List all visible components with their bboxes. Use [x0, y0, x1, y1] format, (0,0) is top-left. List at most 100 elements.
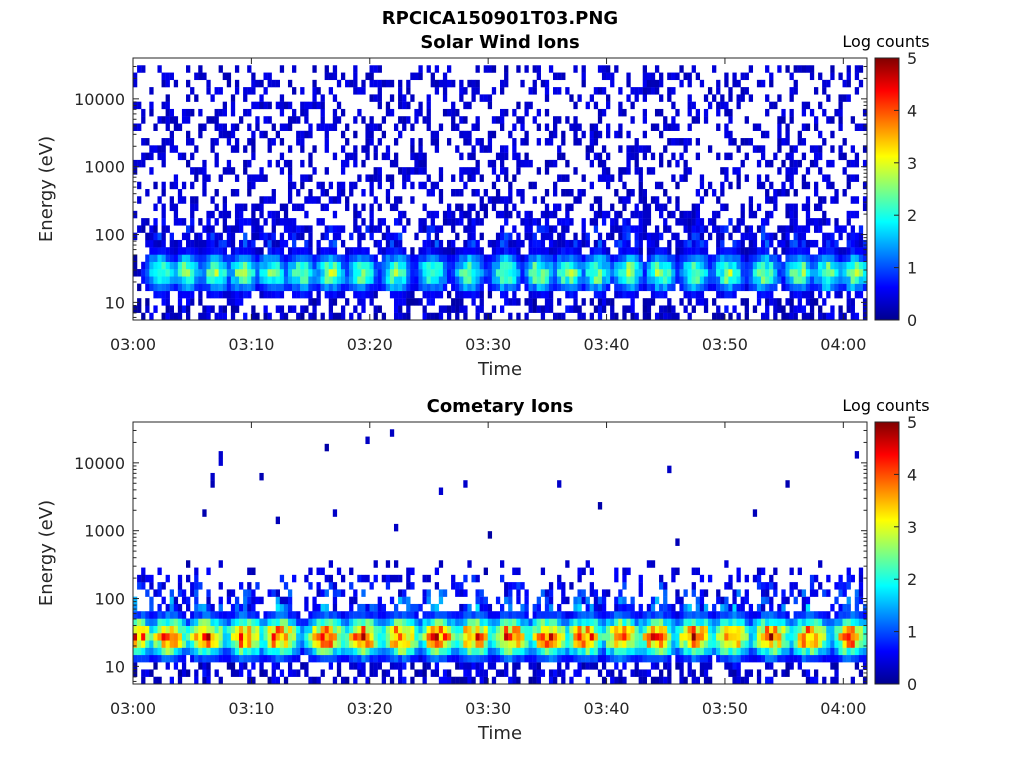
heatmap-cell — [308, 290, 313, 299]
heatmap-cell — [475, 210, 480, 219]
heatmap-cell — [748, 94, 754, 102]
heatmap-cell — [393, 654, 399, 663]
heatmap-cell — [548, 582, 554, 590]
heatmap-cell — [695, 254, 701, 262]
heatmap-cell — [316, 633, 321, 641]
heatmap-cell — [377, 305, 382, 313]
heatmap-cell — [455, 108, 460, 117]
heatmap-cell — [275, 79, 280, 88]
heatmap-cell — [165, 654, 170, 663]
heatmap-cell — [467, 79, 472, 88]
heatmap-cell — [520, 116, 525, 124]
heatmap-cell — [198, 72, 203, 81]
heatmap-cell — [459, 152, 464, 161]
heatmap-cell — [255, 174, 260, 182]
heatmap-cell — [353, 654, 358, 663]
heatmap-cell — [793, 254, 798, 262]
heatmap-cell — [243, 647, 248, 656]
heatmap-cell — [675, 203, 680, 212]
heatmap-cell — [650, 603, 656, 612]
heatmap-cell — [760, 79, 766, 88]
heatmap-cell — [267, 618, 272, 626]
heatmap-cell — [720, 640, 725, 648]
heatmap-cell — [186, 138, 191, 146]
heatmap-cell — [610, 640, 615, 648]
heatmap-cell — [809, 298, 815, 306]
heatmap-cell — [610, 647, 615, 656]
heatmap-cell — [703, 654, 709, 663]
heatmap-cell — [687, 611, 692, 619]
heatmap-cell — [173, 145, 179, 153]
heatmap-cell — [471, 298, 476, 306]
heatmap-cell — [720, 283, 725, 292]
heatmap-cell — [728, 116, 733, 124]
heatmap-cell — [532, 669, 537, 677]
heatmap-cell — [728, 254, 733, 262]
heatmap-cell — [834, 261, 839, 270]
heatmap-cell — [793, 225, 798, 233]
heatmap-cell — [230, 189, 236, 197]
heatmap-cell — [524, 633, 529, 641]
heatmap-cell — [446, 79, 452, 88]
heatmap-cell — [177, 654, 183, 663]
heatmap-cell — [760, 647, 766, 656]
heatmap-cell — [377, 174, 382, 182]
heatmap-cell — [630, 189, 635, 197]
heatmap-cell — [308, 633, 313, 641]
heatmap-cell — [504, 261, 509, 270]
heatmap-cell — [324, 625, 329, 634]
heatmap-cell — [169, 130, 174, 139]
heatmap-cell — [765, 625, 770, 634]
heatmap-cell — [695, 640, 701, 648]
heatmap-cell — [789, 72, 794, 81]
heatmap-cell — [671, 611, 676, 619]
heatmap-cell — [561, 647, 566, 656]
heatmap-cell — [312, 269, 317, 277]
heatmap-cell — [389, 247, 395, 255]
heatmap-cell — [369, 261, 374, 270]
heatmap-cell — [544, 232, 550, 241]
heatmap-cell — [638, 225, 643, 233]
heatmap-cell — [177, 218, 183, 226]
heatmap-cell — [516, 625, 521, 634]
heatmap-cell — [422, 167, 427, 175]
heatmap-cell — [638, 574, 643, 583]
heatmap-cell — [198, 218, 203, 226]
heatmap-cell — [287, 305, 293, 313]
heatmap-cell — [389, 290, 395, 299]
heatmap-cell — [369, 218, 374, 226]
heatmap-cell — [410, 167, 415, 175]
heatmap-cell — [161, 254, 166, 262]
heatmap-cell — [716, 611, 721, 619]
heatmap-cell — [410, 94, 415, 102]
heatmap-cell — [153, 647, 158, 656]
heatmap-cell — [406, 640, 411, 648]
heatmap-cell — [369, 662, 374, 670]
heatmap-cell — [818, 269, 823, 277]
heatmap-cell — [691, 567, 696, 576]
heatmap-cell — [324, 65, 329, 73]
heatmap-cell — [610, 618, 615, 626]
heatmap-cell — [765, 654, 770, 663]
heatmap-cell — [500, 261, 505, 270]
heatmap-cell — [190, 654, 195, 663]
heatmap-cell — [194, 647, 199, 656]
heatmap-cell — [381, 254, 387, 262]
heatmap-cell — [765, 94, 770, 102]
heatmap-cell — [487, 145, 493, 153]
heatmap-cell — [793, 269, 798, 277]
heatmap-cell — [463, 676, 468, 685]
heatmap-cell — [565, 218, 570, 226]
heatmap-cell — [157, 611, 162, 619]
heatmap-cell — [206, 269, 211, 277]
heatmap-cell — [610, 298, 615, 306]
heatmap-cell — [736, 261, 741, 270]
heatmap-cell — [858, 261, 864, 270]
heatmap-cell — [332, 210, 338, 219]
heatmap-cell — [149, 574, 154, 583]
heatmap-cell — [601, 261, 607, 270]
heatmap-cell — [157, 633, 162, 641]
heatmap-cell — [173, 633, 179, 641]
heatmap-cell — [671, 603, 676, 612]
heatmap-cell — [687, 108, 692, 117]
